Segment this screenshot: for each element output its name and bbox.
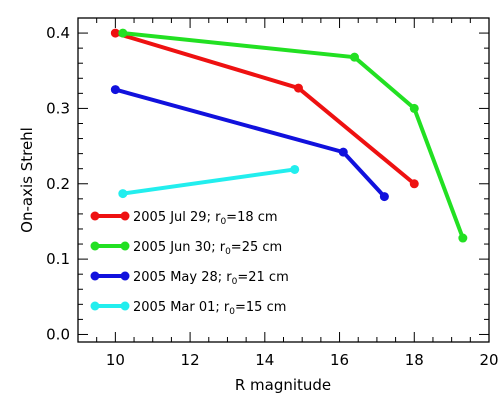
legend-label: 2005 Jul 29; r0=18 cm [133,210,278,227]
legend-label-main: 2005 Jun 30; r [133,240,226,255]
data-point [379,192,389,202]
data-point [110,28,120,38]
legend-marker [90,241,100,251]
legend-label-main: 2005 Jul 29; r [133,210,221,225]
x-tick-label: 20 [479,351,498,369]
legend-marker [120,301,130,311]
legend-label-main: 2005 Mar 01; r [133,300,230,315]
y-tick-label: 0.1 [46,250,70,268]
legend-marker [120,211,130,221]
x-tick-label: 16 [330,351,349,369]
x-tick-label: 10 [106,351,125,369]
data-point [338,147,348,157]
y-axis-label: On-axis Strehl [18,127,36,233]
data-point [290,164,300,174]
legend-label-subscript: 0 [232,277,238,287]
x-tick-label: 18 [405,351,424,369]
legend-marker [120,241,130,251]
legend-label-subscript: 0 [220,217,226,227]
y-tick-label: 0.3 [46,99,70,117]
x-tick-label: 12 [181,351,200,369]
y-tick-label: 0.0 [46,325,70,343]
series-line [114,31,416,186]
series-line [114,87,386,198]
data-point [293,83,303,93]
series-line [122,31,465,239]
series-lines [110,28,468,243]
legend-marker [120,271,130,281]
legend-label-tail: =15 cm [235,300,286,315]
data-point [118,189,128,199]
plot-frame [77,17,490,343]
data-point [110,85,120,95]
y-tick-label: 0.2 [46,175,70,193]
legend-label: 2005 Mar 01; r0=15 cm [133,300,286,317]
legend-marker [90,301,100,311]
legend-label-subscript: 0 [225,247,231,257]
legend-label: 2005 Jun 30; r0=25 cm [133,240,282,257]
data-point [118,28,128,38]
series-line [122,167,295,196]
data-point [458,233,468,243]
legend-label-subscript: 0 [229,307,235,317]
data-point [349,52,359,62]
legend-label-tail: =25 cm [231,240,282,255]
x-axis-label: R magnitude [235,376,331,394]
legend-label-main: 2005 May 28; r [133,270,232,285]
legend-marker [90,271,100,281]
data-point [409,103,419,113]
legend-label-tail: =18 cm [226,210,277,225]
y-tick-label: 0.4 [46,24,70,42]
axis-ticks: 10 12 14 16 18 20 0.0 0.1 0.2 0.3 0.4 [46,18,499,369]
legend-marker [90,211,100,221]
legend-label-tail: =21 cm [237,270,288,285]
legend-label: 2005 May 28; r0=21 cm [133,270,289,287]
data-point [409,179,419,189]
x-tick-label: 14 [255,351,274,369]
